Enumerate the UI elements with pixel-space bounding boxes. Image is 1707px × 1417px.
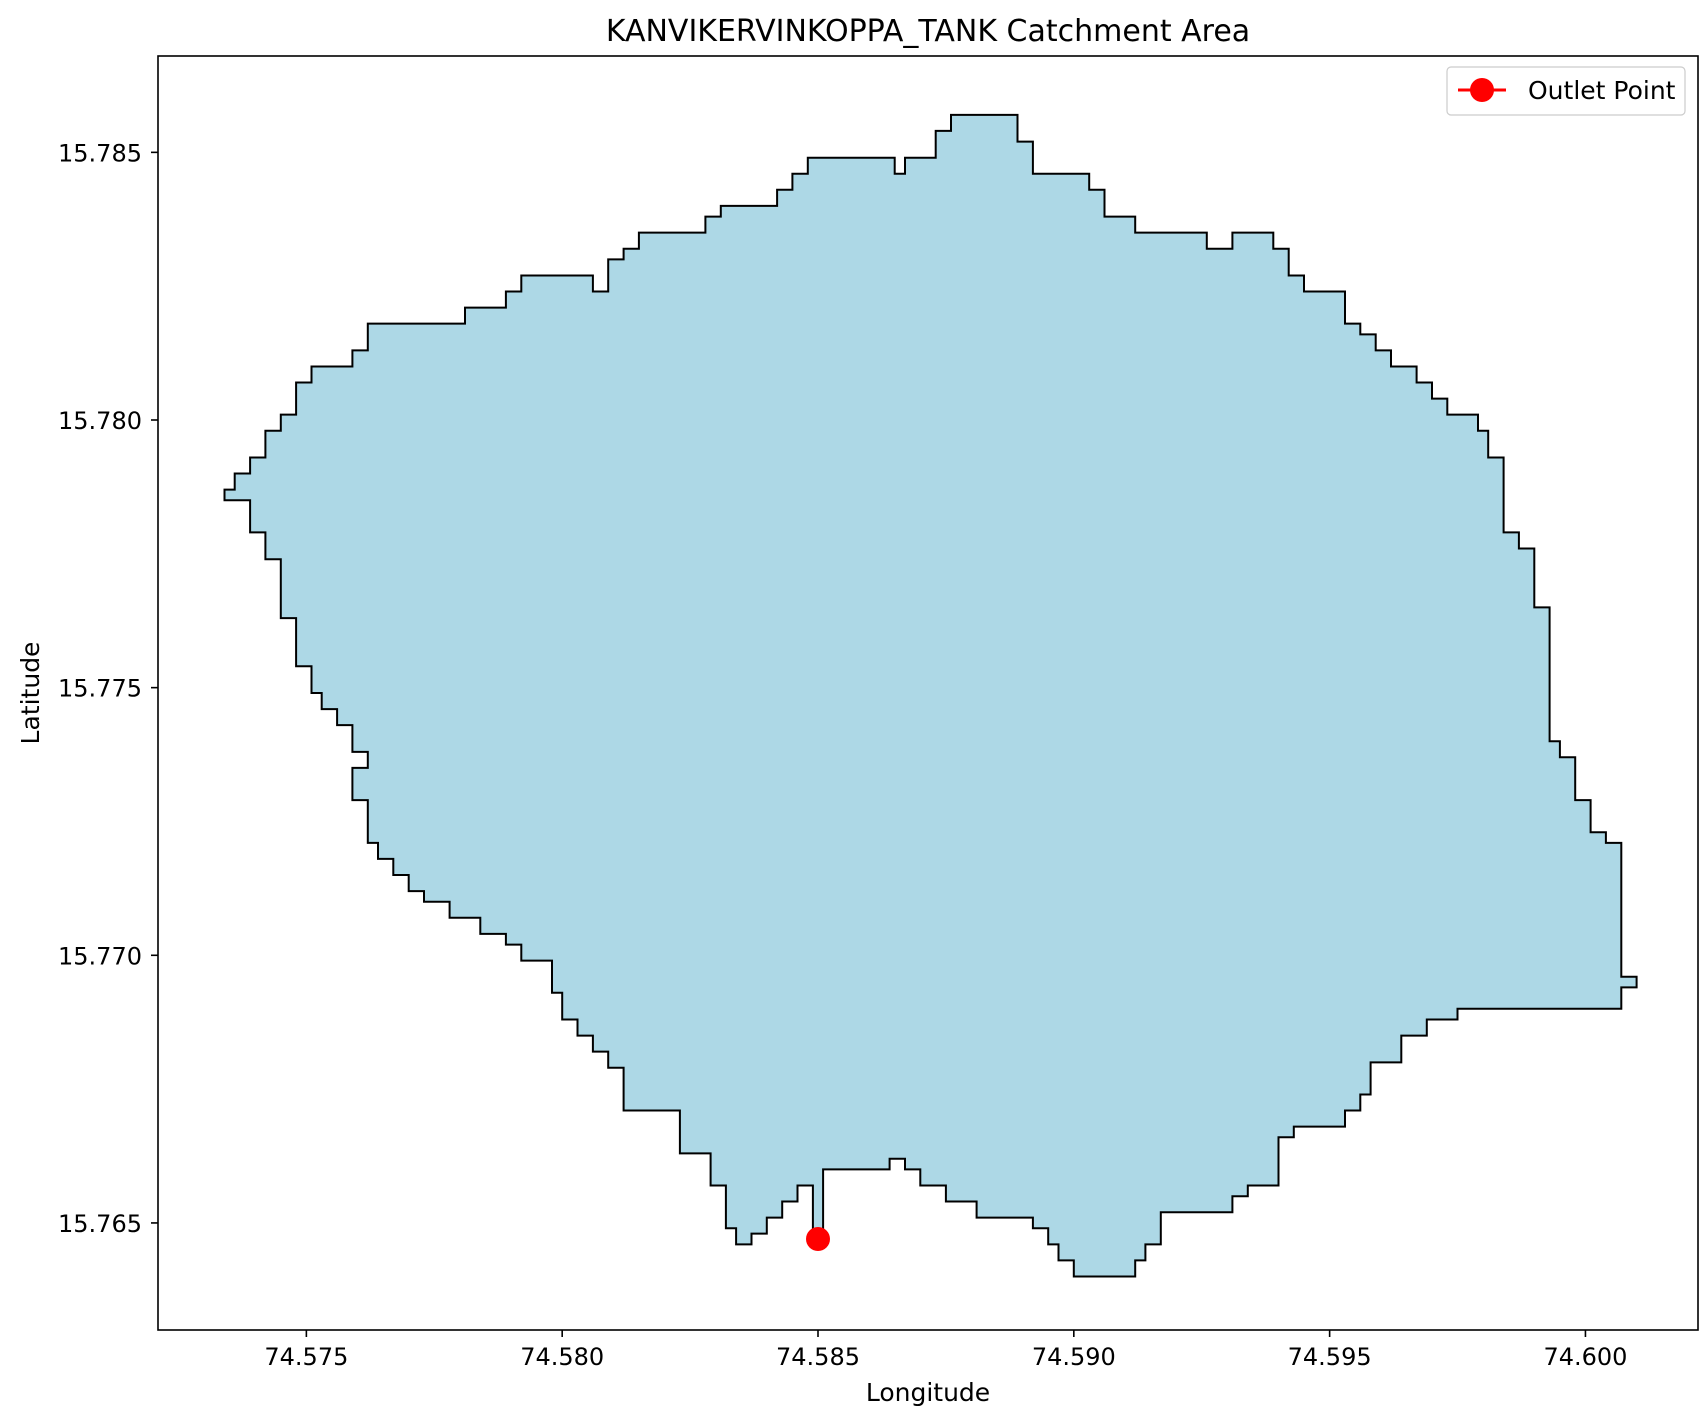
outlet-point-marker <box>806 1227 830 1251</box>
x-tick-label: 74.575 <box>264 1343 348 1371</box>
x-tick-label: 74.590 <box>1032 1343 1116 1371</box>
legend-label: Outlet Point <box>1528 76 1676 105</box>
y-tick-label: 15.770 <box>58 942 142 970</box>
legend: Outlet Point <box>1446 66 1686 116</box>
y-tick-label: 15.775 <box>58 675 142 703</box>
y-axis-ticks: 15.765 15.770 15.775 15.780 15.785 <box>58 139 158 1238</box>
catchment-polygon <box>223 113 1638 1278</box>
y-tick-label: 15.785 <box>58 139 142 167</box>
y-tick-label: 15.765 <box>58 1210 142 1238</box>
y-tick-label: 15.780 <box>58 407 142 435</box>
axes-frame <box>157 55 1699 1331</box>
x-axis-ticks: 74.575 74.580 74.585 74.590 74.595 74.600 <box>264 1330 1627 1371</box>
x-tick-label: 74.585 <box>776 1343 860 1371</box>
x-tick-label: 74.580 <box>520 1343 604 1371</box>
x-tick-label: 74.595 <box>1288 1343 1372 1371</box>
legend-marker-sample <box>1470 78 1494 102</box>
y-axis-label: Latitude <box>16 642 45 745</box>
x-tick-label: 74.600 <box>1543 1343 1627 1371</box>
chart-title: KANVIKERVINKOPPA_TANK Catchment Area <box>606 14 1250 49</box>
x-axis-label: Longitude <box>866 1378 990 1407</box>
plot-area <box>223 113 1638 1278</box>
legend-box <box>1446 66 1686 116</box>
